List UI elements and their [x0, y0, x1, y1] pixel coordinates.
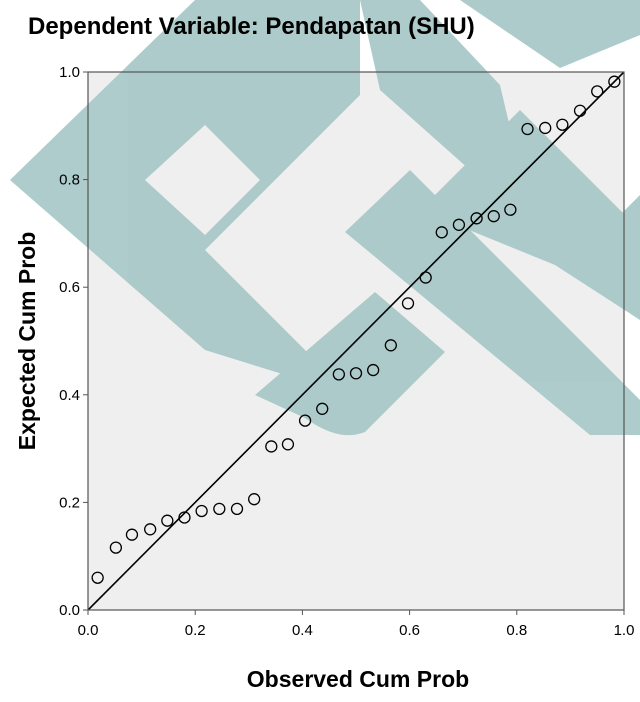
- data-point: [435, 226, 448, 239]
- data-point: [452, 218, 466, 231]
- watermark-shape: [255, 292, 445, 436]
- data-point: [195, 504, 208, 518]
- data-point: [504, 203, 517, 216]
- y-tick-label: 0.0: [59, 602, 80, 619]
- y-axis-label: Expected Cum Prob: [14, 232, 40, 451]
- x-tick-label: 0.2: [185, 622, 206, 639]
- data-point: [332, 368, 345, 381]
- data-point: [265, 440, 278, 453]
- x-tick-label: 0.0: [78, 622, 99, 639]
- watermark-shape: [460, 0, 640, 68]
- watermark-shape: [420, 110, 640, 320]
- data-point: [539, 121, 552, 135]
- plot-frame: [87, 71, 625, 611]
- data-point: [367, 363, 380, 377]
- y-tick-label: 0.6: [59, 279, 80, 296]
- data-point: [213, 502, 226, 516]
- watermark-shape: [360, 0, 520, 170]
- watermark-shape: [345, 170, 640, 435]
- data-point: [419, 271, 432, 284]
- data-point: [573, 104, 587, 117]
- data-point: [91, 571, 104, 584]
- x-axis-label: Observed Cum Prob: [247, 666, 469, 692]
- data-point: [109, 541, 123, 554]
- data-point: [349, 367, 363, 380]
- data-point: [230, 502, 244, 516]
- data-point: [470, 212, 483, 225]
- x-tick-label: 0.4: [292, 622, 313, 639]
- data-point: [591, 85, 604, 98]
- data-point: [125, 528, 139, 541]
- data-point: [178, 511, 191, 524]
- data-point: [384, 339, 397, 352]
- data-point: [281, 438, 295, 451]
- ticks-layer: [83, 71, 625, 615]
- watermark-shape: [585, 195, 640, 305]
- data-point: [248, 493, 261, 506]
- watermark-shape: [145, 125, 260, 235]
- y-tick-label: 0.4: [59, 387, 80, 404]
- reference-line: [87, 71, 625, 611]
- y-tick-label: 1.0: [59, 64, 80, 81]
- data-point: [487, 210, 500, 223]
- chart-title: Dependent Variable: Pendapatan (SHU): [28, 13, 475, 40]
- x-tick-label: 0.6: [399, 622, 420, 639]
- reference-line-layer: [87, 71, 625, 611]
- data-point: [161, 514, 174, 527]
- points-layer: [91, 75, 621, 584]
- x-tick-label: 1.0: [614, 622, 635, 639]
- x-tick-label: 0.8: [506, 622, 527, 639]
- data-point: [316, 402, 329, 415]
- watermark-logo: [10, 0, 640, 436]
- y-tick-label: 0.2: [59, 494, 80, 511]
- data-point: [401, 297, 415, 310]
- data-point: [556, 118, 569, 131]
- data-point: [298, 414, 312, 427]
- data-point: [521, 122, 534, 136]
- data-point: [608, 75, 621, 88]
- y-tick-label: 0.8: [59, 172, 80, 189]
- tick-labels-layer: 0.0 0.2 0.4 0.6 0.8 1.0 0.0 0.2 0.4 0.6 0.8 1.0: [59, 64, 634, 639]
- data-point: [144, 523, 157, 536]
